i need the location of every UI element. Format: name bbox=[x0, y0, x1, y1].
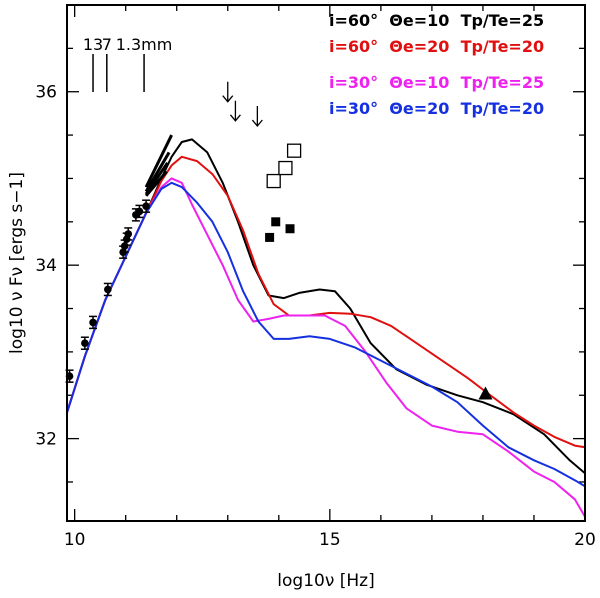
triangle-marker bbox=[478, 386, 493, 400]
legend: i=60° Θe=10 Tp/Te=25 i=60° Θe=20 Tp/Te=20… bbox=[329, 11, 544, 118]
y-tick-label: 36 bbox=[35, 83, 57, 103]
y-axis-label: log10 ν Fν [ergs s−1] bbox=[7, 172, 27, 354]
open-square-marker bbox=[266, 173, 281, 189]
spectral-index-line bbox=[144, 161, 169, 195]
filled-square-marker bbox=[271, 217, 281, 227]
series-line-1 bbox=[67, 138, 585, 475]
observations-layer bbox=[65, 81, 493, 400]
open-square-marker bbox=[286, 143, 302, 158]
tick-labels-layer: 10 15 20 32 34 36 bbox=[35, 83, 595, 550]
x-tick-label: 10 bbox=[64, 530, 86, 550]
x-tick-label: 15 bbox=[319, 530, 341, 550]
series-line-3 bbox=[67, 177, 585, 518]
data-point bbox=[104, 285, 112, 294]
data-point bbox=[89, 318, 97, 327]
x-axis-label: log10ν [Hz] bbox=[277, 571, 374, 591]
y-tick-label: 32 bbox=[35, 430, 57, 450]
spectral-index-line bbox=[144, 151, 171, 193]
y-tick-label: 34 bbox=[35, 256, 57, 276]
upper-limit-arrow bbox=[251, 106, 263, 128]
data-point bbox=[124, 230, 133, 238]
open-square-marker bbox=[278, 160, 293, 176]
model-curves-layer bbox=[67, 138, 585, 518]
series-line-4 bbox=[67, 181, 585, 488]
legend-entry-2: i=60° Θe=20 Tp/Te=20 bbox=[329, 37, 544, 56]
wavelength-label: 13 bbox=[83, 35, 103, 54]
plot-frame bbox=[66, 4, 586, 522]
wavelength-label: 7 bbox=[102, 35, 112, 54]
legend-entry-1: i=60° Θe=10 Tp/Te=25 bbox=[329, 11, 544, 30]
legend-entry-4: i=30° Θe=20 Tp/Te=20 bbox=[329, 99, 544, 118]
filled-square-marker bbox=[265, 232, 275, 242]
upper-limit-arrow bbox=[229, 100, 241, 122]
data-point bbox=[142, 202, 150, 210]
spectral-index-line bbox=[144, 170, 168, 197]
spectral-index-line bbox=[144, 134, 173, 188]
data-point bbox=[81, 339, 89, 348]
wavelength-markers-layer: 137 1.3mm bbox=[83, 35, 173, 92]
x-tick-label: 20 bbox=[574, 530, 596, 550]
data-point bbox=[135, 207, 144, 216]
upper-limit-arrow bbox=[222, 81, 234, 103]
wavelength-label: 1.3mm bbox=[116, 35, 173, 54]
legend-entry-3: i=30° Θe=10 Tp/Te=25 bbox=[329, 73, 544, 92]
filled-square-marker bbox=[285, 224, 295, 234]
